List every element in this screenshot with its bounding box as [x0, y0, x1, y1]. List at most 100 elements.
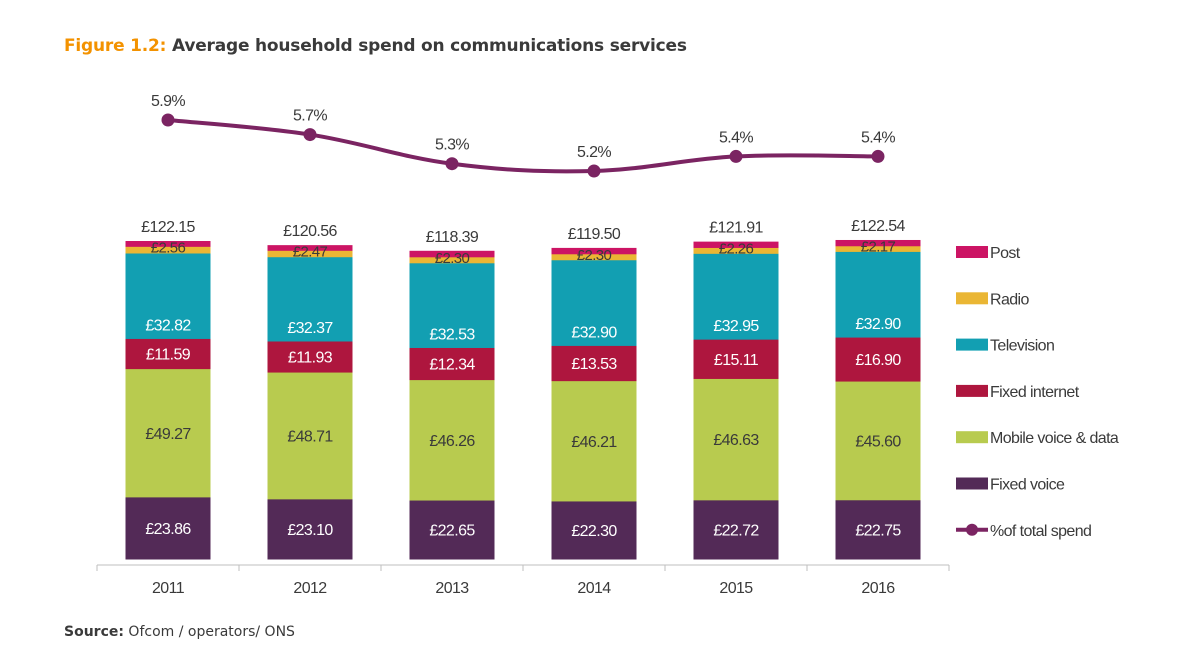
bar-segment-radio-2013: [409, 256, 495, 264]
legend-item-fixed-voice: Fixed voice: [956, 477, 1066, 494]
legend-line-marker: [966, 523, 978, 536]
segment-label-mobile-voice-data-2016: £45.60: [855, 433, 901, 450]
x-axis: 2011 2012 2013 2014 2015 2016: [96, 564, 950, 597]
segment-label-fixed-internet-2013: £12.34: [429, 357, 475, 374]
bar-segment-television-2011: [125, 253, 211, 339]
bar-segment-fixed-voice-2011: [125, 496, 211, 560]
x-tick-label-2014: 2014: [577, 580, 611, 597]
segment-label-television-2011: £32.82: [145, 317, 191, 334]
bar-segment-mobile-voice-data-2015: [693, 378, 779, 501]
pct-point-2016: [871, 149, 885, 163]
bar-2012: £23.10 £48.71 £11.93 £32.37 £2.47 £120.56: [267, 223, 353, 560]
pct-point-2012: [303, 128, 317, 142]
legend-label: Fixed voice: [990, 477, 1065, 494]
legend-swatch: [956, 431, 988, 444]
bars-layer: £23.86£49.27£11.59£32.82£2.56£122.15£23.…: [125, 218, 921, 560]
legend-label: Radio: [990, 291, 1030, 308]
segment-label-fixed-voice-2014: £22.30: [571, 523, 617, 540]
legend-label: Fixed internet: [990, 384, 1080, 401]
segment-label-fixed-internet-2015: £15.11: [714, 352, 759, 369]
legend: Post Radio Television Fixed internet Mobile …: [956, 245, 1120, 540]
bar-2016: £22.75 £45.60 £16.90 £32.90 £2.17 £122.54: [835, 218, 921, 560]
bar-segment-radio-2015: [693, 247, 779, 254]
segment-label-television-2016: £32.90: [855, 316, 901, 333]
segment-label-radio-2016: £2.17: [861, 239, 896, 256]
pct-label-2012: 5.7%: [293, 108, 327, 125]
bar-segment-fixed-internet-2014: [551, 345, 637, 382]
pct-label-2014: 5.2%: [577, 144, 611, 161]
legend-label: %of total spend: [990, 523, 1091, 540]
bar-segment-fixed-voice-2012: [267, 498, 353, 560]
legend-swatch: [956, 292, 988, 305]
x-tick-label-2013: 2013: [435, 580, 469, 597]
segment-label-radio-2014: £2.30: [577, 247, 612, 264]
pct-point-2011: [161, 113, 175, 127]
bar-segment-post-2016: [835, 239, 921, 247]
source-note: Source: Ofcom / operators/ ONS: [64, 624, 295, 640]
segment-label-fixed-internet-2011: £11.59: [146, 347, 191, 364]
bar-segment-mobile-voice-data-2016: [835, 381, 921, 501]
pct-label-2016: 5.4%: [861, 129, 895, 146]
segment-label-television-2012: £32.37: [287, 320, 333, 337]
segment-label-fixed-internet-2014: £13.53: [571, 356, 617, 373]
legend-label: Television: [990, 338, 1054, 355]
legend-swatch: [956, 384, 988, 397]
bar-segment-post-2011: [125, 241, 211, 247]
legend-item-mobile-voice-data: Mobile voice & data: [956, 430, 1120, 447]
segment-label-radio-2013: £2.30: [435, 250, 470, 267]
bar-segment-fixed-internet-2011: [125, 338, 211, 370]
x-tick-label-2011: 2011: [152, 580, 185, 597]
pct-line-layer: 5.9% 5.7% 5.3% 5.2% 5.4% 5.4%: [151, 93, 896, 178]
bar-segment-post-2014: [551, 247, 637, 255]
bar-segment-radio-2014: [551, 253, 637, 261]
legend-item-television: Television: [956, 338, 1055, 355]
bar-segment-post-2015: [693, 241, 779, 248]
figure-title: Figure 1.2: Average household spend on c…: [64, 36, 687, 56]
legend-swatch: [956, 338, 988, 351]
segment-label-fixed-voice-2015: £22.72: [713, 522, 759, 539]
segment-label-mobile-voice-data-2012: £48.71: [287, 428, 333, 445]
bar-segment-post-2012: [267, 245, 353, 251]
total-label-2014: £119.50: [568, 226, 621, 243]
bar-segment-radio-2011: [125, 246, 211, 254]
bar-segment-television-2014: [551, 259, 637, 346]
bar-2014: £22.30 £46.21 £13.53 £32.90 £2.30 £119.50: [551, 226, 637, 560]
segment-label-radio-2012: £2.47: [293, 244, 328, 261]
pct-total-spend-line: [166, 118, 880, 174]
bar-segment-radio-2016: [835, 245, 921, 252]
total-label-2016: £122.54: [851, 218, 905, 235]
legend-label: Post: [990, 245, 1021, 262]
source-label: Source:: [64, 624, 124, 640]
legend-item--of-total-spend: %of total spend: [956, 523, 1092, 540]
bar-segment-fixed-internet-2013: [409, 347, 495, 381]
bar-segment-fixed-voice-2013: [409, 500, 495, 560]
legend-label: Mobile voice & data: [990, 430, 1119, 447]
legend-item-post: Post: [956, 245, 1021, 262]
segment-label-mobile-voice-data-2011: £49.27: [145, 426, 191, 443]
bar-segment-fixed-voice-2015: [693, 499, 779, 560]
segment-label-radio-2011: £2.56: [151, 240, 186, 257]
bar-segment-fixed-internet-2015: [693, 339, 779, 379]
segment-label-television-2013: £32.53: [429, 326, 475, 343]
bar-segment-mobile-voice-data-2014: [551, 380, 637, 502]
bar-segment-mobile-voice-data-2011: [125, 368, 211, 498]
legend-item-fixed-internet: Fixed internet: [956, 384, 1080, 401]
segment-label-fixed-voice-2013: £22.65: [429, 523, 475, 540]
pct-point-2013: [445, 157, 459, 171]
pct-label-2011: 5.9%: [151, 93, 185, 110]
bar-segment-fixed-internet-2012: [267, 340, 353, 373]
total-label-2011: £122.15: [141, 219, 195, 236]
pct-point-2015: [729, 149, 743, 163]
total-label-2012: £120.56: [283, 223, 337, 240]
bar-segment-fixed-internet-2016: [835, 337, 921, 382]
pct-label-2015: 5.4%: [719, 129, 753, 146]
bar-segment-television-2015: [693, 253, 779, 340]
legend-item-radio: Radio: [956, 291, 1030, 308]
segment-label-radio-2015: £2.26: [719, 240, 754, 257]
bar-segment-fixed-voice-2014: [551, 500, 637, 560]
segment-label-television-2014: £32.90: [571, 324, 617, 341]
segment-label-fixed-internet-2016: £16.90: [855, 352, 901, 369]
bar-segment-mobile-voice-data-2012: [267, 372, 353, 500]
segment-label-fixed-voice-2016: £22.75: [855, 522, 901, 539]
